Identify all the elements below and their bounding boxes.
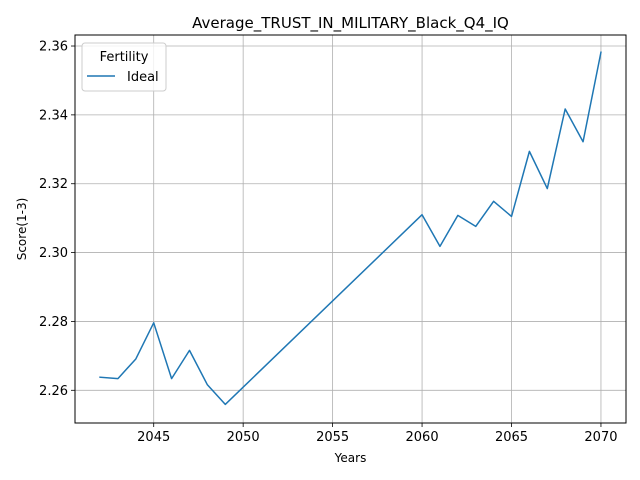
legend-box: [81, 42, 167, 92]
x-tick-label: 2070: [584, 430, 617, 445]
series-line-ideal: [99, 51, 602, 406]
y-tick-label: 2.36: [39, 40, 68, 55]
legend-title: Fertility: [100, 50, 149, 65]
x-tick-label: 2045: [137, 430, 170, 445]
x-tick-label: 2055: [316, 430, 349, 445]
y-tick-label: 2.34: [39, 108, 68, 123]
y-tick-label: 2.28: [39, 315, 68, 330]
series-layer: [99, 51, 602, 406]
x-axis-title: Years: [334, 451, 367, 465]
x-tick-label: 2050: [227, 430, 260, 445]
axis-ticks: 2045 2050 2055 2060 2065 2070 2.26 2.28 2.30 2.32…: [39, 40, 617, 445]
grid: [75, 35, 626, 423]
y-tick-label: 2.26: [39, 384, 68, 399]
chart-title: Average_TRUST_IN_MILITARY_Black_Q4_IQ: [192, 14, 509, 33]
legend-label-ideal: Ideal: [127, 70, 159, 85]
plot-frame: [74, 34, 627, 424]
x-tick-label: 2065: [495, 430, 528, 445]
y-tick-label: 2.32: [39, 177, 68, 192]
y-axis-title: Score(1-3): [15, 198, 29, 261]
x-tick-label: 2060: [406, 430, 439, 445]
legend: Fertility Ideal: [81, 42, 167, 92]
y-tick-label: 2.30: [39, 246, 68, 261]
